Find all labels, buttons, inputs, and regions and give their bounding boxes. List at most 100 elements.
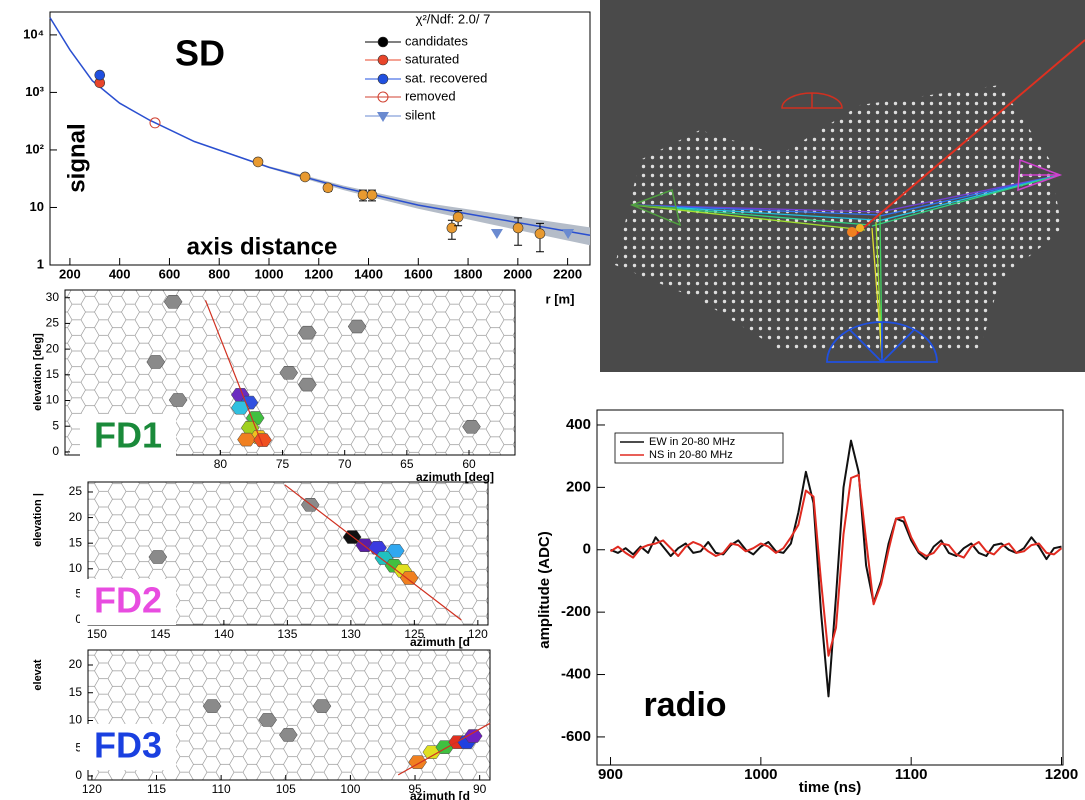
fd-site: [629, 188, 682, 227]
y-tick-label: 10: [69, 561, 83, 575]
y-axis-label: signal: [63, 123, 90, 192]
x-tick-label: 150: [87, 627, 107, 641]
plot-frame: [596, 409, 1064, 766]
fit-band: [50, 17, 590, 246]
x-tick-label: 100: [340, 782, 360, 796]
event-display: [600, 0, 1085, 372]
x-tick-label: 1000: [255, 266, 284, 281]
y-tick-label: 15: [46, 367, 60, 381]
legend-marker: [377, 91, 389, 103]
pixel: [279, 366, 299, 380]
chart-panel: 200 400 600 800 1000 1200 1400 1600 1800 2000 2200…: [23, 11, 591, 306]
x-tick-label: 120: [468, 627, 488, 641]
x-tick-label: 65: [400, 457, 414, 471]
x-tick-label: 60: [462, 457, 476, 471]
legend-label: NS in 20-80 MHz: [649, 449, 733, 461]
label-box: [80, 414, 176, 460]
legend-marker: [377, 54, 389, 66]
x-tick-label: 110: [212, 782, 231, 796]
hit-stations: [856, 224, 864, 232]
panel-title: FD3: [94, 725, 162, 766]
legend-label: candidates: [405, 33, 468, 48]
legend-marker: [377, 112, 389, 122]
y-tick-label: 10: [30, 199, 44, 214]
marker: [562, 228, 575, 239]
y-axis-label: elevat: [32, 659, 44, 691]
marker: [452, 211, 464, 223]
legend-marker: [377, 36, 389, 48]
marker: [490, 228, 503, 239]
marker: [366, 189, 378, 201]
legend-label: silent: [405, 107, 436, 122]
x-tick-label: 1600: [404, 266, 433, 281]
ray: [631, 204, 881, 216]
y-tick-label: 400: [566, 416, 591, 433]
label-box: [80, 724, 176, 770]
x-axis-label: azimuth [d: [410, 635, 470, 649]
y-tick-label: 25: [69, 484, 83, 498]
x-tick-label: 95: [408, 782, 422, 796]
marker: [357, 189, 369, 201]
pixel: [462, 419, 481, 434]
legend-label: removed: [405, 88, 456, 103]
x-tick-label: 2200: [553, 266, 582, 281]
plot-frame: [49, 11, 591, 266]
ray: [879, 174, 1061, 217]
track-fit: [204, 300, 264, 446]
shower-axis: [854, 39, 1085, 236]
panel-title: SD: [175, 33, 225, 74]
y-tick-label: 5: [75, 740, 82, 754]
x-tick-label: 1000: [744, 766, 777, 783]
marker: [94, 69, 106, 81]
y-tick-label: 0: [75, 612, 82, 626]
light-rays: [631, 39, 1085, 359]
pixel: [312, 699, 332, 713]
y-tick-label: 5: [75, 587, 82, 601]
x-tick-label: 115: [147, 782, 166, 796]
y-tick-label: 0: [75, 768, 82, 782]
x-axis-label: r [m]: [546, 291, 575, 306]
marker: [534, 228, 546, 240]
x-axis-label: azimuth [d: [410, 789, 470, 800]
y-tick-label: 30: [46, 290, 60, 304]
y-tick-label: 1: [37, 256, 44, 271]
y-tick-label: 20: [69, 657, 83, 671]
marker: [252, 156, 264, 168]
legend-box: [614, 432, 784, 464]
pixel: [399, 571, 419, 585]
y-axis-label: amplitude (ADC): [536, 531, 553, 649]
marker: [446, 222, 458, 234]
annotation: axis distance: [187, 233, 338, 260]
x-tick-label: 125: [404, 627, 424, 641]
legend-marker: [377, 73, 389, 85]
ray: [631, 204, 866, 231]
y-tick-label: -400: [561, 666, 591, 683]
y-tick-label: 15: [69, 685, 83, 699]
x-tick-label: 200: [59, 266, 81, 281]
x-tick-label: 1100: [895, 766, 928, 783]
track-fit: [397, 722, 491, 776]
pixel: [368, 541, 387, 555]
panel-title: FD2: [94, 580, 162, 621]
pixel: [298, 325, 317, 340]
hit-stations: [847, 227, 857, 237]
panel-title: FD1: [94, 415, 162, 456]
x-tick-label: 1200: [304, 266, 333, 281]
marker: [149, 117, 161, 129]
chart-panel: 120 115 110 105 100 95 90 0 5 10 15 20 azimuth [d ele…: [32, 649, 491, 800]
marker: [322, 182, 334, 194]
legend-label: EW in 20-80 MHz: [649, 436, 735, 448]
y-axis-label: elevation |: [32, 493, 44, 547]
pixel: [202, 699, 222, 713]
y-tick-label: 20: [46, 341, 60, 355]
x-tick-label: 140: [214, 627, 234, 641]
y-tick-label: 20: [69, 510, 83, 524]
x-tick-label: 900: [598, 766, 623, 783]
y-tick-label: 0: [583, 541, 591, 558]
y-axis-label: elevation [deg]: [32, 333, 44, 411]
pixel: [146, 355, 166, 369]
x-tick-label: 70: [338, 457, 352, 471]
pixel: [298, 377, 317, 392]
pixel: [347, 319, 367, 334]
x-tick-label: 1200: [1045, 766, 1078, 783]
